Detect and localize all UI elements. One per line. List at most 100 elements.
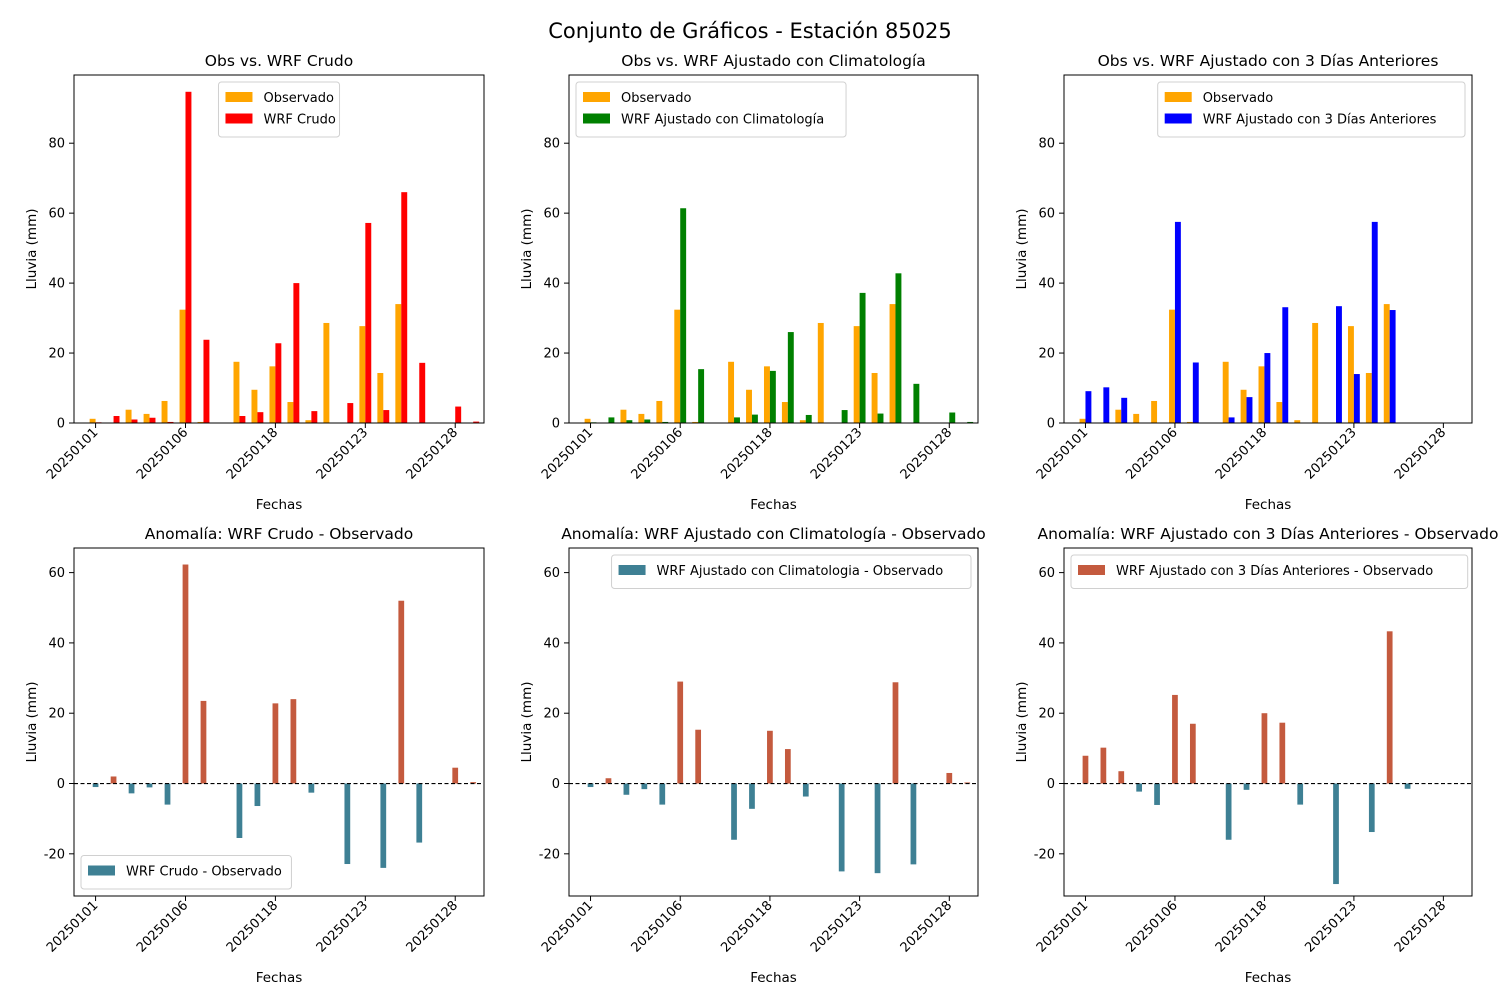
- x-tick-label: 20250101: [539, 898, 596, 955]
- y-tick-label: -20: [44, 847, 65, 862]
- bar-wrf-12: [311, 411, 318, 423]
- bar-anomalia-20: [946, 772, 953, 784]
- bar-observado-9: [1240, 389, 1247, 423]
- bar-observado-8: [728, 361, 735, 423]
- x-tick-label: 20250123: [314, 425, 371, 482]
- bar-observado-2: [1115, 409, 1122, 423]
- y-tick-label: 60: [1038, 207, 1055, 222]
- chart-panel-4: -20 0 20 40 60 20250101 20250106 20250118 202501…: [24, 525, 485, 986]
- y-tick-label: 20: [48, 707, 65, 722]
- x-tick-label: 20250106: [629, 425, 686, 482]
- bar-observado-17: [1383, 304, 1390, 423]
- bar-observado-4: [1151, 400, 1158, 423]
- y-axis-label: Lluvia (mm): [24, 682, 40, 763]
- bar-wrf-21: [473, 421, 480, 423]
- bar-observado-9: [251, 389, 258, 423]
- y-tick-label: 40: [1038, 277, 1055, 292]
- y-axis-label: Lluvia (mm): [1014, 682, 1030, 763]
- bar-wrf-10: [275, 343, 282, 423]
- bar-observado-15: [1347, 326, 1354, 423]
- bar-anomalia-0: [1082, 755, 1089, 784]
- y-tick-label: 0: [552, 417, 560, 432]
- bar-anomalia-17: [1386, 631, 1393, 784]
- bar-anomalia-9: [254, 783, 261, 807]
- bar-anomalia-1: [1100, 747, 1107, 784]
- legend-box: [80, 855, 292, 890]
- legend: Observado WRF Crudo: [217, 81, 341, 138]
- y-tick-label: 60: [1038, 566, 1055, 581]
- bar-anomalia-3: [146, 783, 153, 788]
- bar-wrf-16: [1371, 221, 1378, 423]
- y-axis-label: Lluvia (mm): [1014, 209, 1030, 290]
- y-axis-label: Lluvia (mm): [519, 209, 535, 290]
- bar-observado-8: [1222, 361, 1229, 423]
- legend: WRF Ajustado con 3 Días Anteriores - Obs…: [1070, 554, 1469, 589]
- y-tick-label: -20: [1034, 847, 1055, 862]
- bar-observado-12: [305, 420, 312, 423]
- bar-observado-6: [197, 421, 204, 423]
- bar-wrf-9: [257, 412, 264, 423]
- legend-box: [575, 81, 847, 138]
- bar-observado-16: [377, 372, 384, 423]
- x-tick-label: 20250128: [404, 898, 461, 955]
- panel-title: Obs vs. WRF Ajustado con Climatología: [621, 52, 926, 70]
- x-tick-label: 20250128: [1392, 898, 1449, 955]
- bar-wrf-10: [769, 370, 776, 423]
- bar-wrf-8: [734, 417, 740, 423]
- x-tick-label: 20250118: [1213, 425, 1270, 482]
- bar-anomalia-18: [1404, 783, 1411, 789]
- legend-box: [611, 554, 972, 589]
- bar-observado-17: [395, 304, 402, 423]
- y-tick-label: 20: [1038, 707, 1055, 722]
- legend-label: WRF Ajustado con Climatología: [621, 113, 824, 128]
- bar-wrf-4: [167, 421, 174, 423]
- bar-observado-0: [89, 418, 96, 423]
- bar-observado-3: [143, 413, 150, 423]
- legend: WRF Crudo - Observado: [80, 855, 292, 890]
- bar-anomalia-11: [784, 749, 791, 784]
- bar-anomalia-4: [1154, 783, 1160, 805]
- bar-wrf-15: [1353, 374, 1360, 423]
- bar-anomalia-16: [1368, 783, 1375, 833]
- y-tick-label: 20: [48, 347, 65, 362]
- chart-panel-1: 0 20 40 60 80 20250101 20250106 20250118 2025012…: [24, 52, 485, 513]
- y-tick-label: 60: [543, 566, 560, 581]
- bar-wrf-15: [365, 222, 372, 423]
- bar-wrf-6: [698, 369, 705, 423]
- x-tick-label: 20250101: [1034, 425, 1091, 482]
- bar-anomalia-16: [380, 783, 387, 868]
- bar-wrf-9: [1246, 397, 1253, 423]
- x-tick-label: 20250128: [898, 898, 955, 955]
- bar-wrf-6: [203, 339, 210, 423]
- figure-title: Conjunto de Gráficos - Estación 85025: [548, 19, 952, 43]
- y-tick-label: 40: [543, 277, 560, 292]
- y-tick-label: 0: [1047, 777, 1055, 792]
- x-tick-label: 20250123: [1302, 425, 1359, 482]
- bar-observado-16: [1365, 372, 1372, 423]
- bar-wrf-5: [185, 91, 192, 423]
- x-axis-label: Fechas: [256, 970, 303, 986]
- bar-observado-10: [1258, 366, 1265, 423]
- y-tick-label: 40: [543, 636, 560, 651]
- bar-observado-4: [161, 400, 168, 423]
- legend-swatch: [583, 92, 610, 102]
- bar-wrf-2: [131, 419, 138, 423]
- x-tick-label: 20250101: [44, 898, 101, 955]
- x-tick-label: 20250123: [1302, 898, 1359, 955]
- bar-wrf-6: [1192, 362, 1199, 423]
- bar-anomalia-1: [110, 776, 117, 784]
- bar-wrf-17: [1389, 310, 1396, 423]
- legend-swatch: [88, 865, 115, 876]
- bar-observado-5: [179, 309, 186, 423]
- legend: Observado WRF Ajustado con Climatología: [575, 81, 847, 138]
- bar-anomalia-17: [892, 682, 899, 784]
- bar-observado-0: [1079, 418, 1086, 423]
- bar-wrf-3: [149, 417, 156, 423]
- x-tick-label: 20250123: [808, 425, 865, 482]
- bar-anomalia-9: [749, 783, 755, 809]
- bar-wrf-17: [401, 192, 408, 423]
- y-tick-label: 0: [57, 417, 65, 432]
- bar-anomalia-3: [1136, 783, 1143, 792]
- y-tick-label: 20: [1038, 347, 1055, 362]
- bar-wrf-14: [1336, 306, 1342, 423]
